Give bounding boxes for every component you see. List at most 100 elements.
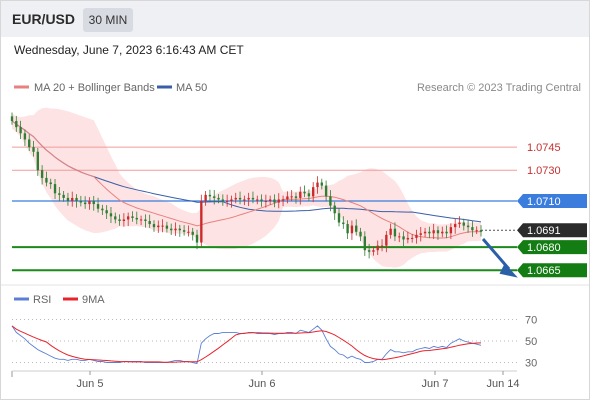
candle <box>333 201 336 220</box>
candle <box>83 196 87 209</box>
level-lines <box>12 146 517 272</box>
candle <box>92 195 95 211</box>
bollinger-band <box>12 107 481 268</box>
candle <box>28 134 31 151</box>
timestamp: Wednesday, June 7, 2023 6:16:43 AM CET <box>14 43 244 57</box>
timeframe-button[interactable]: 30 MIN <box>83 8 133 32</box>
candle <box>428 226 431 239</box>
candle <box>376 240 379 255</box>
rsi-line <box>11 325 482 365</box>
candle <box>122 213 126 227</box>
candle <box>157 220 160 233</box>
candle <box>243 195 246 206</box>
level-tag-1.0691 <box>517 223 587 238</box>
candle <box>217 194 220 204</box>
candle <box>337 208 341 227</box>
candle <box>320 178 323 190</box>
candle <box>350 220 354 240</box>
candle <box>208 189 212 203</box>
candle <box>225 194 229 207</box>
candle <box>260 194 263 207</box>
level-tag-1.0665 <box>517 263 587 278</box>
level-label-1.0745: 1.0745 <box>527 142 561 154</box>
candle <box>62 191 65 202</box>
candle <box>441 226 444 238</box>
candle <box>471 220 474 237</box>
candle <box>101 204 104 215</box>
candle <box>380 239 384 252</box>
level-label-1.0680: 1.0680 <box>527 242 561 254</box>
candle <box>238 191 242 205</box>
candle <box>79 195 83 207</box>
candle <box>281 195 285 207</box>
candle <box>316 176 319 194</box>
candle <box>355 219 358 236</box>
symbol-title: EUR/USD <box>12 11 76 27</box>
candle <box>234 192 237 204</box>
candle <box>436 226 440 240</box>
candle <box>423 227 427 238</box>
candle <box>191 227 194 241</box>
x-tick-label: Jun 7 <box>422 378 449 390</box>
candle <box>75 194 78 208</box>
candle <box>475 226 478 235</box>
candle <box>466 220 470 233</box>
bollinger-band-area <box>12 107 481 268</box>
candle <box>114 212 117 224</box>
candle <box>15 115 18 132</box>
rsi-ma-line <box>11 325 482 363</box>
x-tick-label: Jun 6 <box>249 378 276 390</box>
candle <box>221 194 225 206</box>
candle <box>462 218 465 231</box>
candle <box>170 223 173 235</box>
candle <box>230 195 233 208</box>
rsi-tick-label: 30 <box>525 358 537 370</box>
candle <box>372 246 375 256</box>
ma20-line <box>11 120 482 239</box>
candle <box>294 192 298 204</box>
candle <box>449 223 453 239</box>
candle <box>256 195 259 205</box>
time-axis: Jun 5 Jun 6 Jun 7 Jun 14 <box>11 370 520 390</box>
rsi-tick-label: 50 <box>525 336 537 348</box>
x-tick-label: Jun 5 <box>77 378 104 390</box>
candle <box>299 186 302 205</box>
candle <box>329 190 332 212</box>
candle <box>10 112 14 125</box>
ma20-legend-label: MA 20 + Bollinger Bands <box>34 82 155 94</box>
candle <box>445 225 448 239</box>
candle <box>307 189 311 202</box>
candle <box>363 231 367 256</box>
candle <box>165 221 169 233</box>
candle <box>273 194 276 208</box>
candle <box>178 224 181 237</box>
candle <box>49 178 52 189</box>
candle <box>398 232 401 243</box>
level-label-1.0665: 1.0665 <box>527 265 561 277</box>
candle <box>432 223 435 239</box>
rsi-legend-label: RSI <box>33 294 51 306</box>
candle <box>367 243 371 259</box>
candle <box>479 225 483 237</box>
candle <box>23 129 27 147</box>
candle <box>118 214 121 226</box>
rsi-tick-label: 70 <box>525 314 537 326</box>
candle <box>204 191 207 206</box>
candle <box>148 214 151 228</box>
header-bar: EUR/USD 30 MIN <box>1 1 589 37</box>
candlesticks <box>10 112 483 259</box>
candle <box>88 197 91 210</box>
candle <box>286 191 289 204</box>
candle <box>410 234 414 243</box>
level-tag-1.0710 <box>517 194 587 208</box>
forecast-arrow-icon <box>481 238 518 278</box>
candle <box>40 165 44 185</box>
candle <box>19 120 22 139</box>
candle <box>96 197 100 213</box>
candle <box>247 192 250 207</box>
rsi-ma-legend-label: 9MA <box>82 294 105 306</box>
candle <box>312 182 315 203</box>
level-label-1.0691: 1.0691 <box>527 225 561 237</box>
candle <box>174 222 177 236</box>
candle <box>324 180 328 202</box>
